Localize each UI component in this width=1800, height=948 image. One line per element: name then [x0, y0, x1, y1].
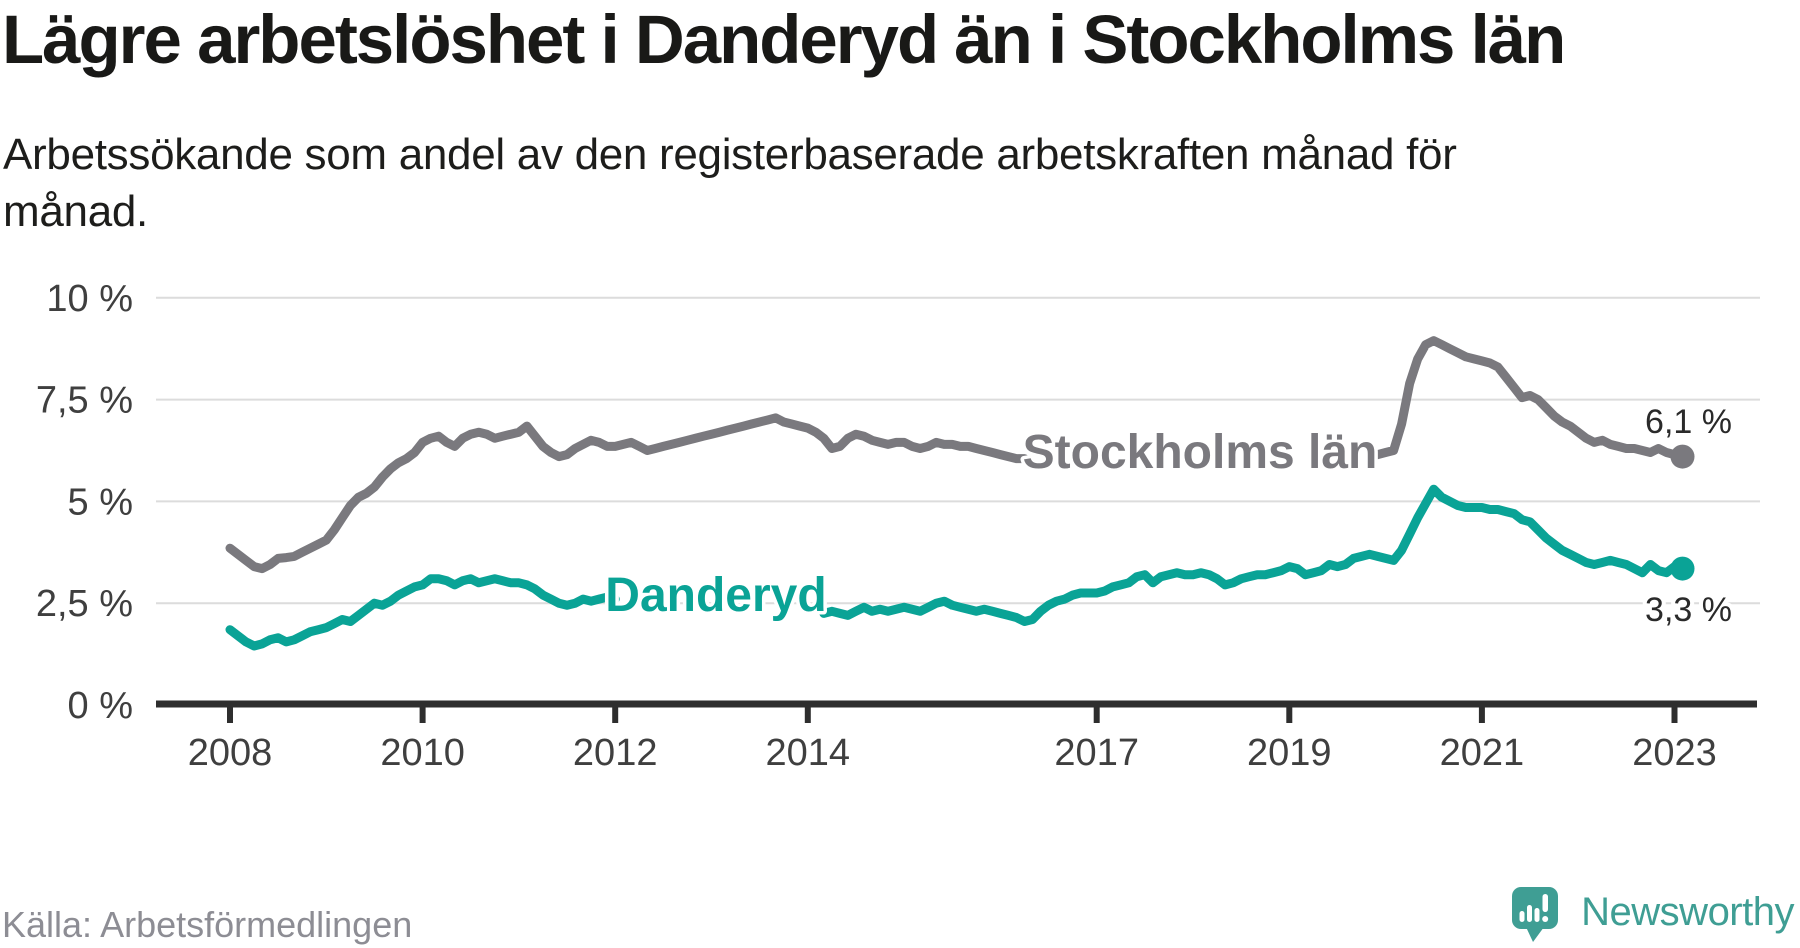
x-tick-label: 2021 [1440, 732, 1525, 774]
x-tick-label: 2019 [1247, 732, 1332, 774]
subtitle-line-1: Arbetssökande som andel av den registerb… [3, 130, 1457, 179]
chart-subtitle: Arbetssökande som andel av den registerb… [3, 126, 1793, 240]
x-tick-label: 2012 [573, 732, 658, 774]
series-end-dot-stockholms-lan [1670, 444, 1695, 469]
end-value-label-danderyd: 3,3 % [1645, 591, 1732, 629]
newsworthy-bubble-icon [1512, 887, 1559, 942]
exclamation-bar-icon [1542, 894, 1549, 912]
bubble-shape [1512, 887, 1559, 929]
x-tick-label: 2008 [188, 732, 273, 774]
page-title: Lägre arbetslöshet i Danderyd än i Stock… [2, 1, 1566, 78]
end-value-label-stockholms-lan: 6,1 % [1645, 403, 1732, 441]
y-tick-label: 5 % [68, 481, 133, 523]
series-inline-label-stockholms-lan: Stockholms län [1023, 426, 1378, 479]
series-line-danderyd [225, 484, 1687, 651]
series-end-dot-danderyd [1670, 556, 1695, 581]
x-tick-label: 2023 [1632, 732, 1717, 774]
subtitle-line-2: månad. [3, 187, 148, 236]
brand-logo: Newsworthy [1511, 886, 1794, 948]
bar-icon-1 [1519, 911, 1525, 922]
x-tick-label: 2010 [380, 732, 465, 774]
series-line-stockholms-lan [225, 336, 1687, 574]
y-tick-label: 7,5 % [36, 380, 133, 422]
bar-icon-3 [1534, 908, 1540, 922]
y-tick-label: 10 % [46, 278, 133, 320]
bar-icon-2 [1527, 905, 1533, 922]
series-inline-label-danderyd: Danderyd [605, 569, 826, 622]
brand-name: Newsworthy [1581, 890, 1794, 934]
y-tick-label: 0 % [68, 685, 133, 727]
source-note: Källa: Arbetsförmedlingen [2, 904, 413, 945]
bubble-tail [1526, 927, 1545, 942]
x-tick-label: 2017 [1054, 732, 1139, 774]
y-tick-label: 2,5 % [36, 583, 133, 625]
exclamation-dot-icon [1542, 916, 1549, 922]
x-tick-label: 2014 [766, 732, 851, 774]
